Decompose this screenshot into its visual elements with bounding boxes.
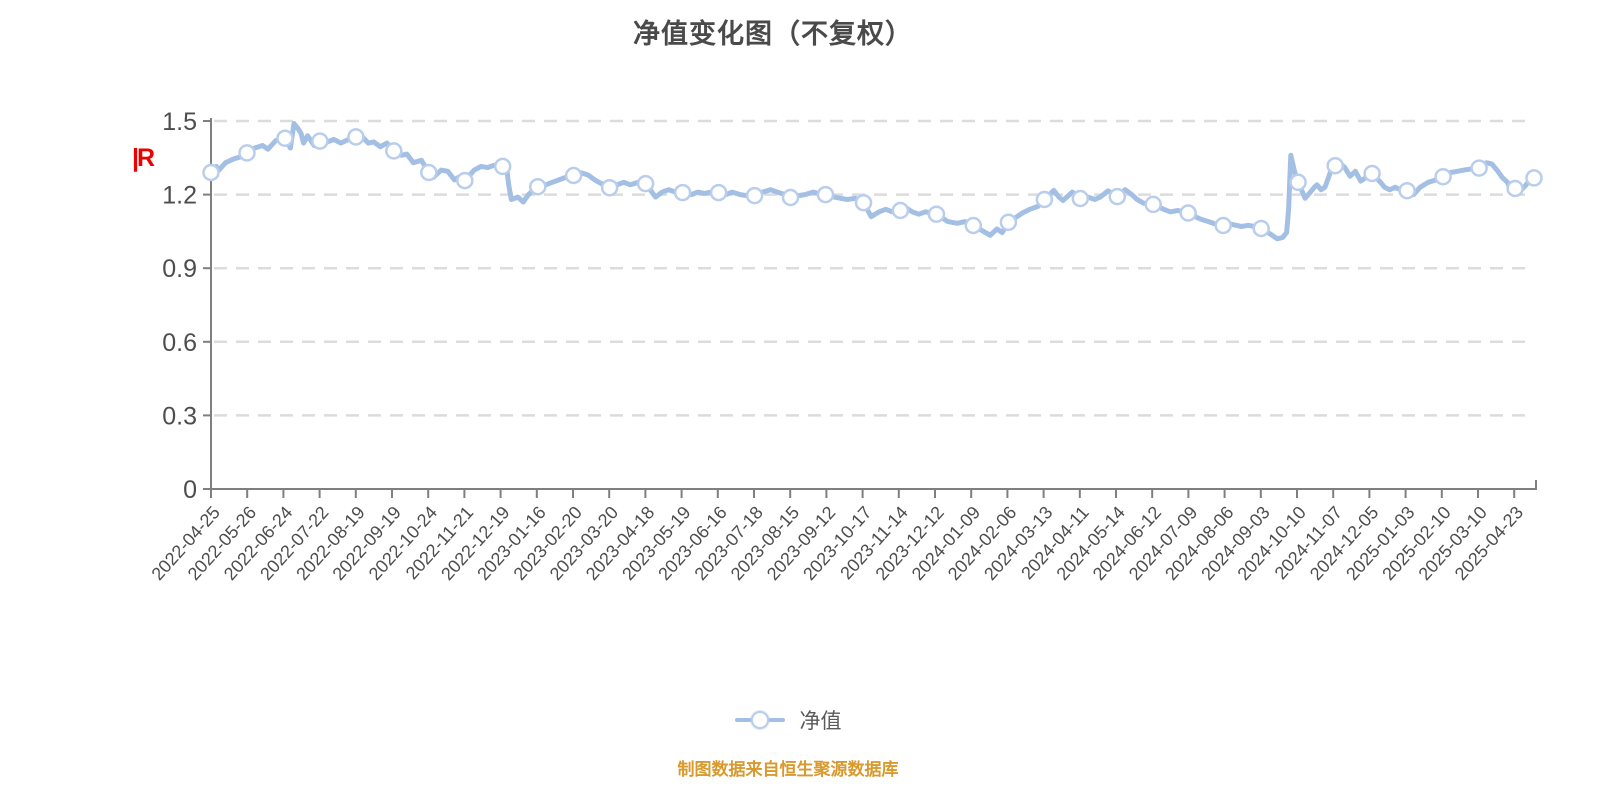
nav-marker-dot	[709, 183, 728, 202]
nav-marker-dot	[1035, 190, 1054, 209]
nav-line	[208, 121, 1537, 242]
nav-marker-dot	[1108, 187, 1127, 206]
y-tick-label: 0	[183, 476, 197, 504]
legend: 净值	[0, 705, 1576, 735]
nav-marker-dot	[420, 163, 438, 182]
nav-marker-dot	[781, 188, 800, 207]
nav-marker-dot	[854, 193, 873, 212]
nav-marker-dot	[347, 128, 365, 146]
nav-marker-dot	[1289, 173, 1307, 192]
nav-marker-dot	[1398, 181, 1416, 200]
nav-marker-dot	[564, 166, 583, 185]
y-tick-label: 1.5	[162, 108, 197, 136]
nav-marker-dot	[1525, 169, 1543, 187]
nav-marker-dot	[927, 205, 946, 223]
nav-marker-dot	[636, 174, 655, 193]
legend-label: 净值	[799, 710, 842, 733]
legend-line-dot-icon	[734, 711, 785, 729]
nav-marker-dot	[493, 157, 512, 176]
nav-marker-dot	[1252, 219, 1270, 238]
nav-marker-dot	[891, 201, 910, 220]
nav-marker-dot	[1071, 189, 1090, 208]
nav-marker-dot	[456, 171, 474, 190]
nav-marker-dot	[673, 183, 692, 202]
nav-marker-dot	[311, 132, 329, 150]
y-axis-labels: 0 0.3 0.6 0.9 1.2 1.5	[162, 108, 197, 504]
y-tick-label: 0.9	[162, 255, 197, 283]
y-tick-label: 1.2	[162, 182, 197, 210]
chart-title: 净值变化图（不复权）	[633, 19, 913, 49]
x-tick-labels: 2022-04-252022-05-262022-06-242022-07-22…	[147, 502, 1527, 584]
nav-marker-dot	[1506, 179, 1524, 198]
nav-marker-dot	[238, 144, 256, 162]
nav-marker-dot	[1363, 164, 1381, 183]
nav-marker-dot	[385, 142, 403, 160]
nav-marker-dot	[1144, 195, 1162, 214]
nav-marker-dot	[1214, 216, 1232, 235]
nav-marker-dot	[745, 186, 764, 205]
nav-marker-dot	[276, 129, 294, 147]
nav-marker-dot	[1470, 159, 1488, 177]
y-tick-label: 0.3	[162, 402, 197, 430]
legend-dot-swatch	[750, 711, 769, 729]
nav-marker-dot	[600, 178, 619, 197]
nav-marker-dot	[964, 216, 983, 235]
y-gridlines	[203, 119, 1532, 490]
nav-marker-dot	[999, 213, 1018, 232]
nav-marker-dot	[1434, 167, 1452, 186]
y-tick-label: 0.6	[162, 329, 197, 357]
nav-marker-dot	[816, 185, 835, 204]
x-ticks	[210, 489, 1516, 498]
nav-marker-dot	[1179, 204, 1197, 222]
data-source-note: 制图数据来自恒生聚源数据库	[677, 760, 899, 779]
nav-marker-dot	[202, 163, 220, 182]
nav-marker-dot	[1326, 156, 1344, 175]
red-watermark: |R	[132, 144, 155, 172]
nav-marker-dot	[529, 177, 547, 196]
nav-markers	[202, 128, 1543, 238]
